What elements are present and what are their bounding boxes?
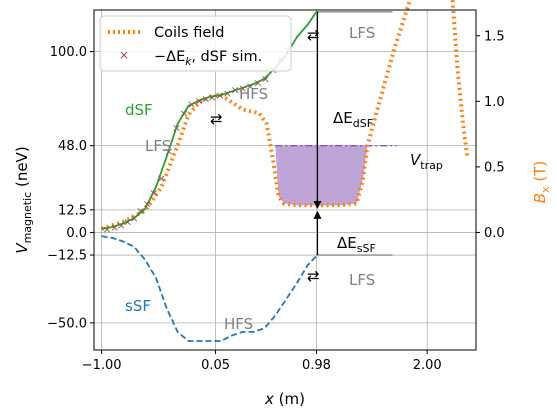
- flip-symbol-middle: ⇄: [210, 110, 223, 128]
- y-tick-label-1: 48.0: [58, 139, 87, 154]
- lfs-left-label: LFS: [145, 137, 171, 155]
- sim-marker-2: ×: [117, 219, 126, 232]
- sim-marker-12: ×: [187, 98, 196, 111]
- sim-marker-11: ×: [179, 107, 188, 120]
- sim-marker-20: ×: [246, 80, 255, 93]
- legend-swatch-sim: ×: [119, 48, 129, 62]
- sim-marker-6: ×: [143, 198, 152, 211]
- sim-marker-1: ×: [110, 221, 119, 234]
- legend: Coils field × −ΔEk, dSF sim.: [99, 15, 292, 72]
- sim-marker-9: ×: [164, 145, 173, 158]
- y-tick-label-3: 0.0: [66, 226, 87, 241]
- sim-marker-19: ×: [238, 82, 247, 95]
- series-ssf-line: [101, 235, 318, 342]
- reference-lines: [316, 11, 393, 256]
- sim-marker-5: ×: [136, 205, 145, 218]
- y-tick-label-0: 100.0: [50, 45, 87, 60]
- x-tick-label-1: 0.05: [201, 358, 230, 373]
- series-coils-field-line: [100, 0, 470, 231]
- sim-marker-0: ×: [102, 223, 111, 236]
- y-axis-right-label: Bx (T): [531, 161, 552, 203]
- v-trap-label: Vtrap: [410, 151, 443, 172]
- y-axis-left-label: Vmagnetic (neV): [13, 146, 34, 253]
- delta-e-ssf-label: ΔEsSF: [337, 234, 376, 255]
- x-tick-label-2: 0.98: [302, 358, 331, 373]
- legend-box: [99, 15, 292, 72]
- sim-marker-15: ×: [208, 91, 217, 104]
- delta-e-dsf-label: ΔEdSF: [333, 109, 373, 130]
- lfs-top-label: LFS: [349, 24, 375, 42]
- plot-frame: [93, 9, 477, 351]
- trap-fill: [275, 145, 397, 206]
- sim-marker-17: ×: [223, 87, 232, 100]
- sim-marker-13: ×: [195, 94, 204, 107]
- y2-tick-label-1: 0.5: [484, 160, 505, 175]
- sim-marker-7: ×: [149, 187, 158, 200]
- flip-symbol-bottom: ⇄: [307, 267, 320, 285]
- y-right-ticks: 0.00.51.01.52.0: [476, 29, 505, 241]
- legend-label-coils: Coils field: [154, 25, 225, 41]
- y-left-ticks: 100.0 48.0 12.5 0.0 −12.5 −50.0: [47, 45, 94, 331]
- y2-tick-label-0: 0.0: [484, 226, 505, 241]
- sim-marker-4: ×: [130, 212, 139, 225]
- sim-marker-10: ×: [172, 122, 181, 135]
- x-tick-label-0: −1.00: [82, 358, 122, 373]
- dsf-label: dSF: [125, 101, 153, 119]
- y2-tick-label-3: 1.5: [484, 29, 505, 44]
- sim-marker-22: ×: [261, 73, 270, 86]
- x-tick-label-3: 2.00: [413, 358, 442, 373]
- sim-marker-14: ×: [201, 93, 210, 106]
- x-ticks: −1.00 0.05 0.98 2.00: [82, 350, 442, 373]
- annotation-layer: dSF sSF HFS HFS LFS LFS LFS ⇄ ⇄ ⇄ ΔEdSF …: [125, 24, 443, 333]
- legend-label-sim: −ΔEk, dSF sim.: [154, 49, 262, 68]
- y2-tick-label-2: 1.0: [484, 95, 505, 110]
- hfs-bottom-label: HFS: [224, 315, 253, 333]
- flip-symbol-top: ⇄: [307, 26, 320, 44]
- sim-marker-18: ×: [230, 84, 239, 97]
- sim-marker-16: ×: [215, 89, 224, 102]
- x-axis-label: x (m): [264, 390, 305, 408]
- y-tick-label-4: −12.5: [47, 249, 87, 264]
- y-tick-label-2: 12.5: [58, 203, 87, 218]
- y-tick-label-5: −50.0: [47, 316, 87, 331]
- sim-marker-3: ×: [123, 216, 132, 229]
- sim-marker-21: ×: [253, 76, 262, 89]
- ssf-label: sSF: [125, 297, 151, 315]
- sim-marker-8: ×: [157, 172, 166, 185]
- hfs-top-label: HFS: [239, 85, 268, 103]
- lfs-bottom-label: LFS: [349, 271, 375, 289]
